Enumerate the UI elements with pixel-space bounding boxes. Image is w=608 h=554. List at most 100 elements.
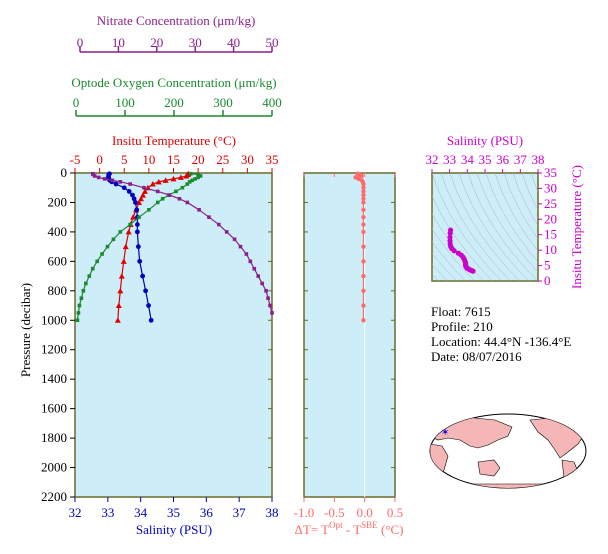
pressure-tick-label: 2000	[41, 460, 67, 475]
temperature-point	[139, 192, 146, 198]
salinity-point	[130, 192, 135, 198]
ts-salinity-tick-label: 36	[496, 152, 510, 167]
nitrate-point	[264, 289, 268, 293]
oxygen-point	[84, 281, 88, 286]
oxygen-point	[118, 230, 123, 234]
nitrate-point	[268, 303, 272, 308]
profile-series-group	[75, 170, 274, 323]
oxygen-point	[198, 174, 203, 178]
ts-contour-line	[440, 173, 511, 281]
ts-salinity-tick-label: 37	[514, 152, 528, 167]
oxygen-point	[187, 180, 192, 184]
temperature-point	[177, 174, 184, 180]
ts-contour-line	[432, 195, 493, 281]
ts-salinity-tick-label: 35	[479, 152, 492, 167]
salinity-axis-title: Salinity (PSU)	[136, 522, 212, 537]
oxygen-point	[174, 189, 178, 194]
delta-t-point	[361, 214, 366, 220]
temperature-point	[155, 178, 162, 185]
pressure-tick-label: 1000	[41, 312, 67, 327]
ts-contour-line	[503, 173, 538, 240]
nitrate-axis-title: Nitrate Concentration (μm/kg)	[97, 13, 256, 28]
nitrate-point	[270, 311, 274, 315]
salinity-point	[134, 207, 140, 213]
oxygen-point	[196, 172, 200, 177]
nitrate-point	[238, 244, 243, 249]
float-location-marker: ✶	[441, 428, 449, 439]
salinity-tick-label: 38	[266, 505, 279, 520]
pressure-tick-label: 0	[61, 165, 68, 180]
oxygen-tick-label: 400	[262, 95, 282, 110]
ts-density-contours	[432, 173, 538, 281]
oxygen-point	[79, 296, 84, 300]
oxygen-point	[190, 178, 195, 183]
temperature-tick-label: 35	[266, 152, 279, 167]
delta-t-point	[361, 207, 366, 213]
delta-t-tick-label: 0.5	[387, 505, 403, 520]
pressure-tick-label: 1600	[41, 401, 67, 416]
delta-t-point	[361, 303, 366, 308]
nitrate-point	[266, 296, 270, 300]
temperature-point	[117, 287, 124, 294]
delta-t-axis-title: ΔT= TOpt - TSBE (°C)	[295, 520, 404, 537]
nitrate-tick-label: 30	[189, 35, 202, 50]
temperature-point	[137, 195, 144, 202]
nitrate-point	[244, 252, 249, 256]
salinity-point	[113, 181, 119, 187]
ts-contour-line	[458, 173, 529, 281]
delta-t-point	[361, 259, 366, 264]
temperature-axis-ticks: -5 0 5 10 15 20 25 30 35	[70, 152, 279, 173]
ts-salinity-tick-label: 32	[426, 152, 439, 167]
ts-temperature-tick-label: 30	[544, 180, 557, 195]
delta-t-point	[361, 181, 366, 187]
nitrate-point	[92, 174, 97, 178]
temperature-tick-label: 25	[216, 152, 229, 167]
ts-series-group	[447, 227, 476, 274]
delta-t-point	[361, 185, 366, 190]
oxygen-point	[105, 244, 110, 249]
temperature-point	[170, 175, 177, 182]
pressure-tick-label: 800	[48, 283, 68, 298]
ts-point	[447, 230, 453, 236]
ts-point	[451, 248, 457, 254]
nitrate-point	[207, 215, 211, 219]
float-location: Location: 44.4°N -136.4°E	[431, 334, 571, 349]
oxygen-tick-label: 300	[213, 95, 233, 110]
nitrate-point	[102, 177, 107, 181]
delta-t-tick-label: -0.5	[324, 505, 345, 520]
nitrate-tick-label: 20	[150, 35, 163, 50]
salinity-tick-label: 37	[233, 505, 247, 520]
oxygen-point	[193, 177, 197, 181]
location-map: ✶	[429, 413, 587, 489]
ts-contour-line	[476, 173, 538, 273]
delta-t-point	[361, 273, 366, 279]
ts-salinity-tick-label: 38	[532, 152, 545, 167]
delta-t-panel	[303, 172, 396, 498]
salinity-tick-label: 35	[167, 505, 180, 520]
ts-temperature-tick-label: 35	[544, 165, 557, 180]
ts-temperature-tick-label: 25	[544, 196, 557, 211]
salinity-point	[148, 317, 154, 323]
salinity-point	[134, 229, 140, 235]
oxygen-point	[180, 185, 185, 190]
pressure-tick-label: 2200	[41, 489, 67, 504]
delta-t-point	[361, 189, 366, 194]
oxygen-point	[188, 171, 193, 176]
oxygen-tick-label: 0	[73, 95, 80, 110]
nitrate-tick-label: 0	[77, 35, 84, 50]
nitrate-point	[118, 180, 123, 184]
oxygen-point	[75, 318, 80, 323]
pressure-axis-title: Pressure (decibar)	[18, 283, 33, 377]
pressure-tick-label: 1400	[41, 371, 67, 386]
temperature-tick-label: 5	[121, 152, 128, 167]
temperature-axis-title: Insitu Temperature (°C)	[112, 133, 236, 148]
nitrate-tick-label: 10	[112, 35, 125, 50]
nitrate-point	[232, 237, 237, 242]
oxygen-point	[87, 274, 92, 278]
oxygen-point	[128, 222, 132, 227]
salinity-point	[126, 189, 132, 194]
ts-temperature-tick-label: 15	[544, 227, 557, 242]
ts-temperature-tick-label: 0	[544, 273, 551, 288]
nitrate-point	[197, 208, 201, 212]
nitrate-point	[224, 230, 229, 234]
